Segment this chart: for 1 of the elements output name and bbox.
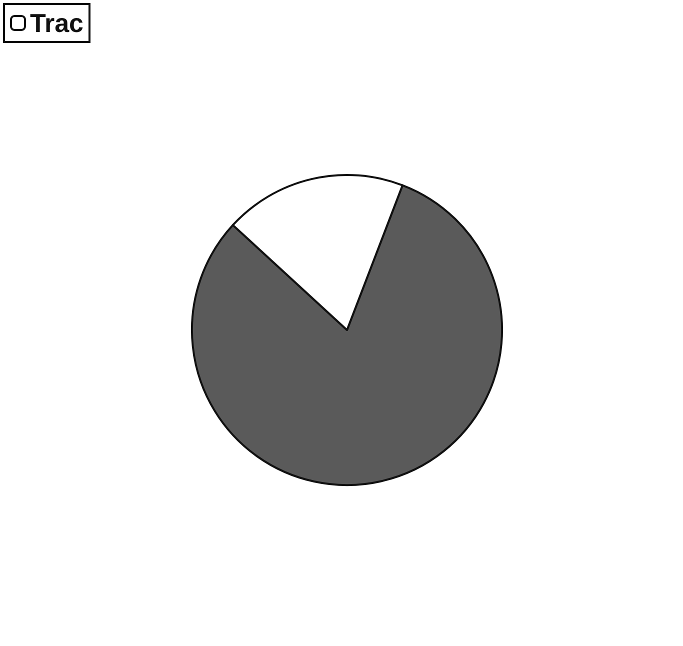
legend-label: Trac: [30, 8, 84, 38]
